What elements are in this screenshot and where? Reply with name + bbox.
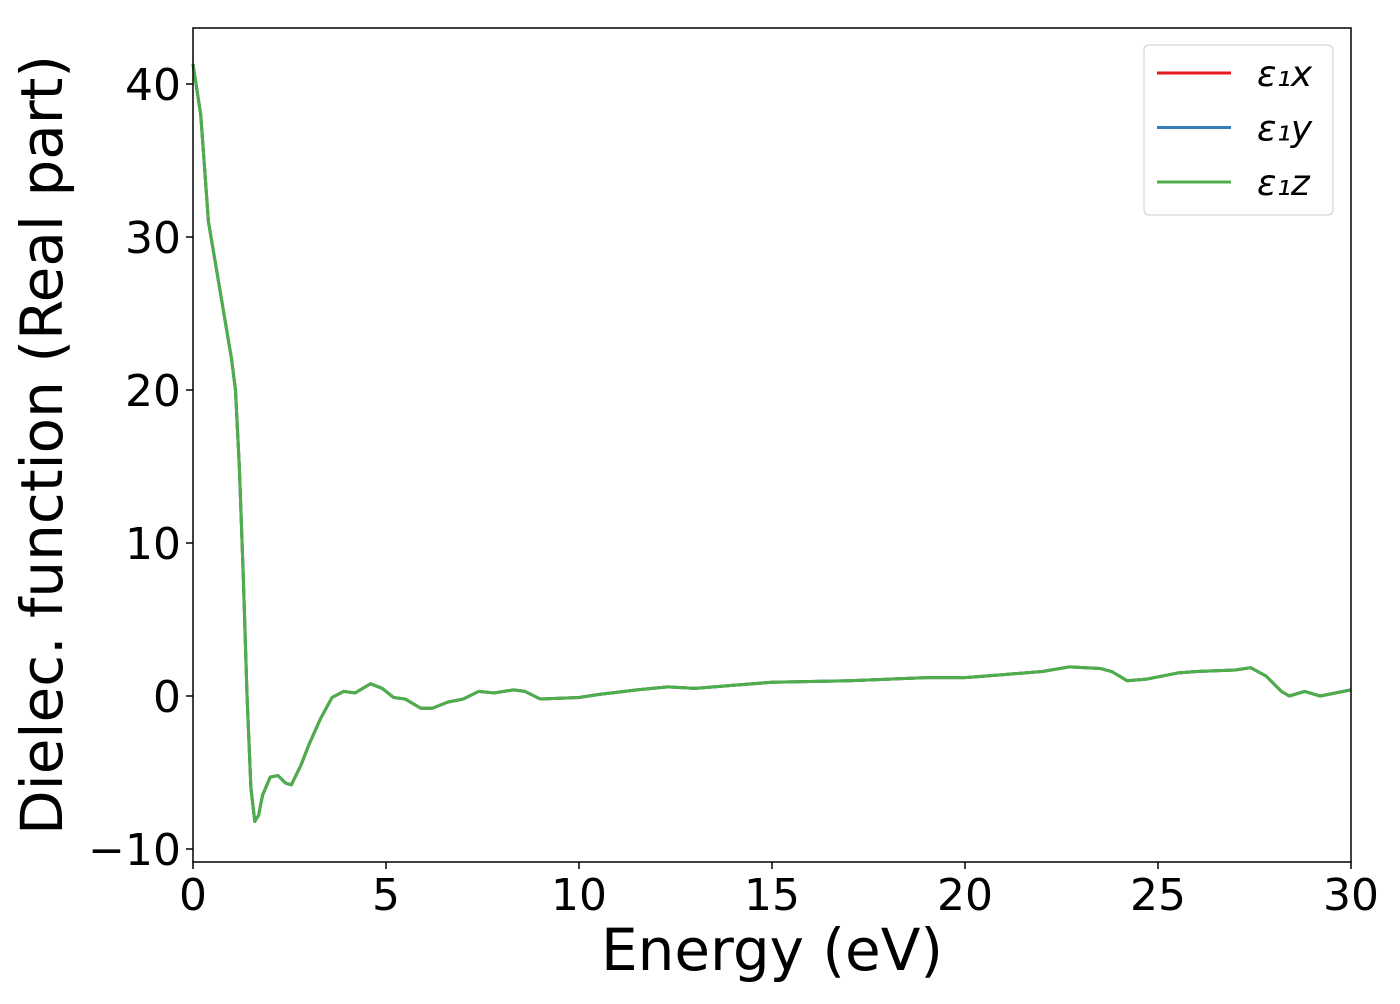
x-tick-label: 30 [1323,870,1379,921]
plot-frame [192,27,1352,863]
y-tick-label: 40 [125,60,181,111]
y-tick-label: −10 [88,825,181,876]
y-axis-label: Dielec. function (Real part) [8,55,76,835]
x-tick-label: 10 [551,870,607,921]
y-tick-label: 20 [125,366,181,417]
y-tick-label: 10 [125,519,181,570]
y-tick-label: 0 [153,672,181,723]
legend-label: ε₁y [1257,109,1313,150]
legend-label: ε₁x [1257,54,1313,95]
x-tick-label: 5 [372,870,400,921]
x-axis-label: Energy (eV) [601,916,943,984]
y-tick-label: 30 [125,213,181,264]
x-tick-label: 0 [179,870,207,921]
legend-label: ε₁z [1257,163,1311,204]
x-tick-label: 15 [744,870,800,921]
series-line [191,63,1352,823]
legend: ε₁x ε₁y ε₁z [1143,44,1334,216]
legend-box [1143,44,1334,216]
x-tick-label: 20 [937,870,993,921]
x-tick-label: 25 [1130,870,1186,921]
